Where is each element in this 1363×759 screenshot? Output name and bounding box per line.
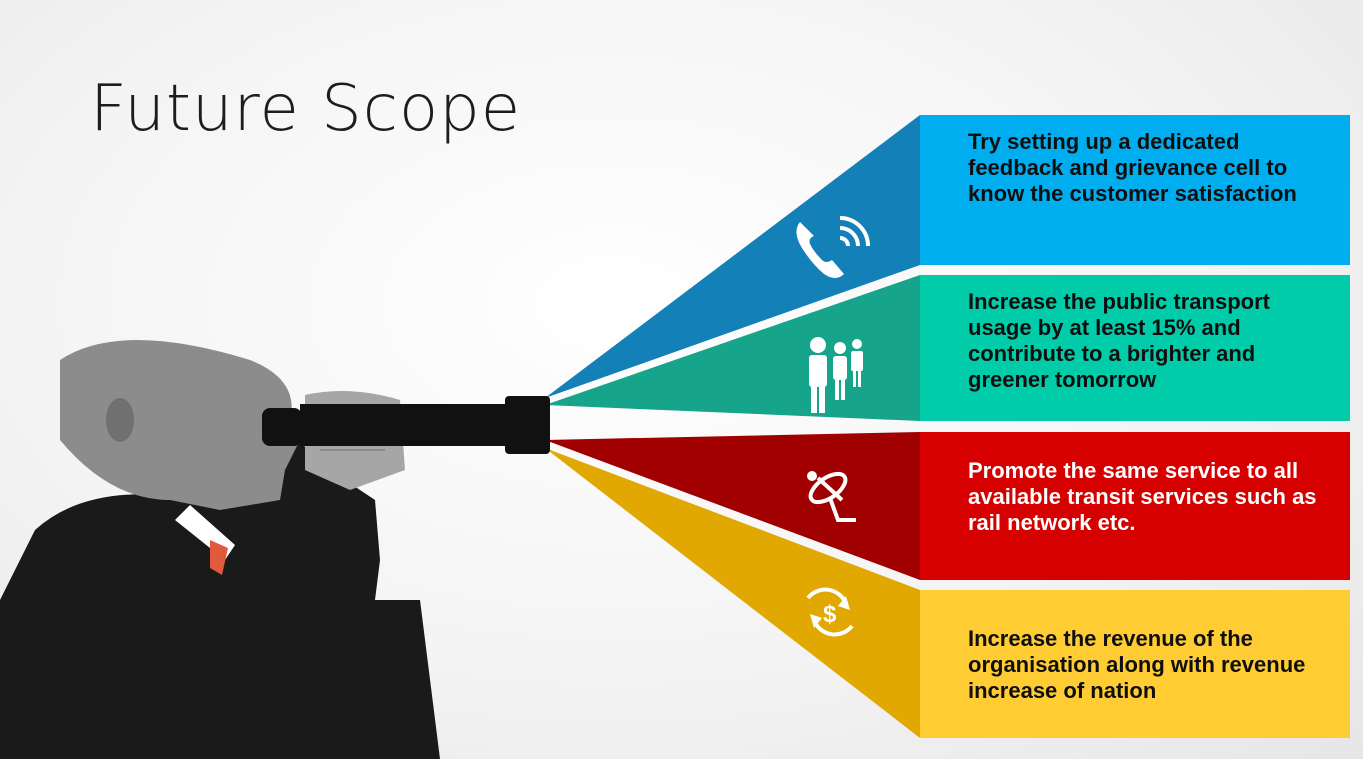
telescope xyxy=(262,396,550,454)
phone-signal-icon xyxy=(796,216,870,278)
scope-item-4: Increase the revenue of the organisation… xyxy=(920,590,1350,738)
svg-text:$: $ xyxy=(823,601,837,628)
suit xyxy=(0,470,440,759)
scope-item-3: Promote the same service to all availabl… xyxy=(920,432,1350,580)
money-cycle-icon: $ xyxy=(806,587,854,637)
head xyxy=(60,340,300,510)
scope-item-1: Try setting up a dedicated feedback and … xyxy=(920,115,1350,265)
beam-red xyxy=(545,432,920,580)
ear xyxy=(106,398,134,442)
people-group-icon xyxy=(809,337,863,413)
satellite-dish-icon xyxy=(807,471,856,522)
beam-yellow xyxy=(545,448,920,738)
man-silhouette xyxy=(0,340,440,759)
scope-item-2: Increase the public transport usage by a… xyxy=(920,275,1350,421)
page-title: Future Scope xyxy=(90,72,522,146)
tie xyxy=(210,540,228,575)
beam-blue xyxy=(545,115,920,398)
